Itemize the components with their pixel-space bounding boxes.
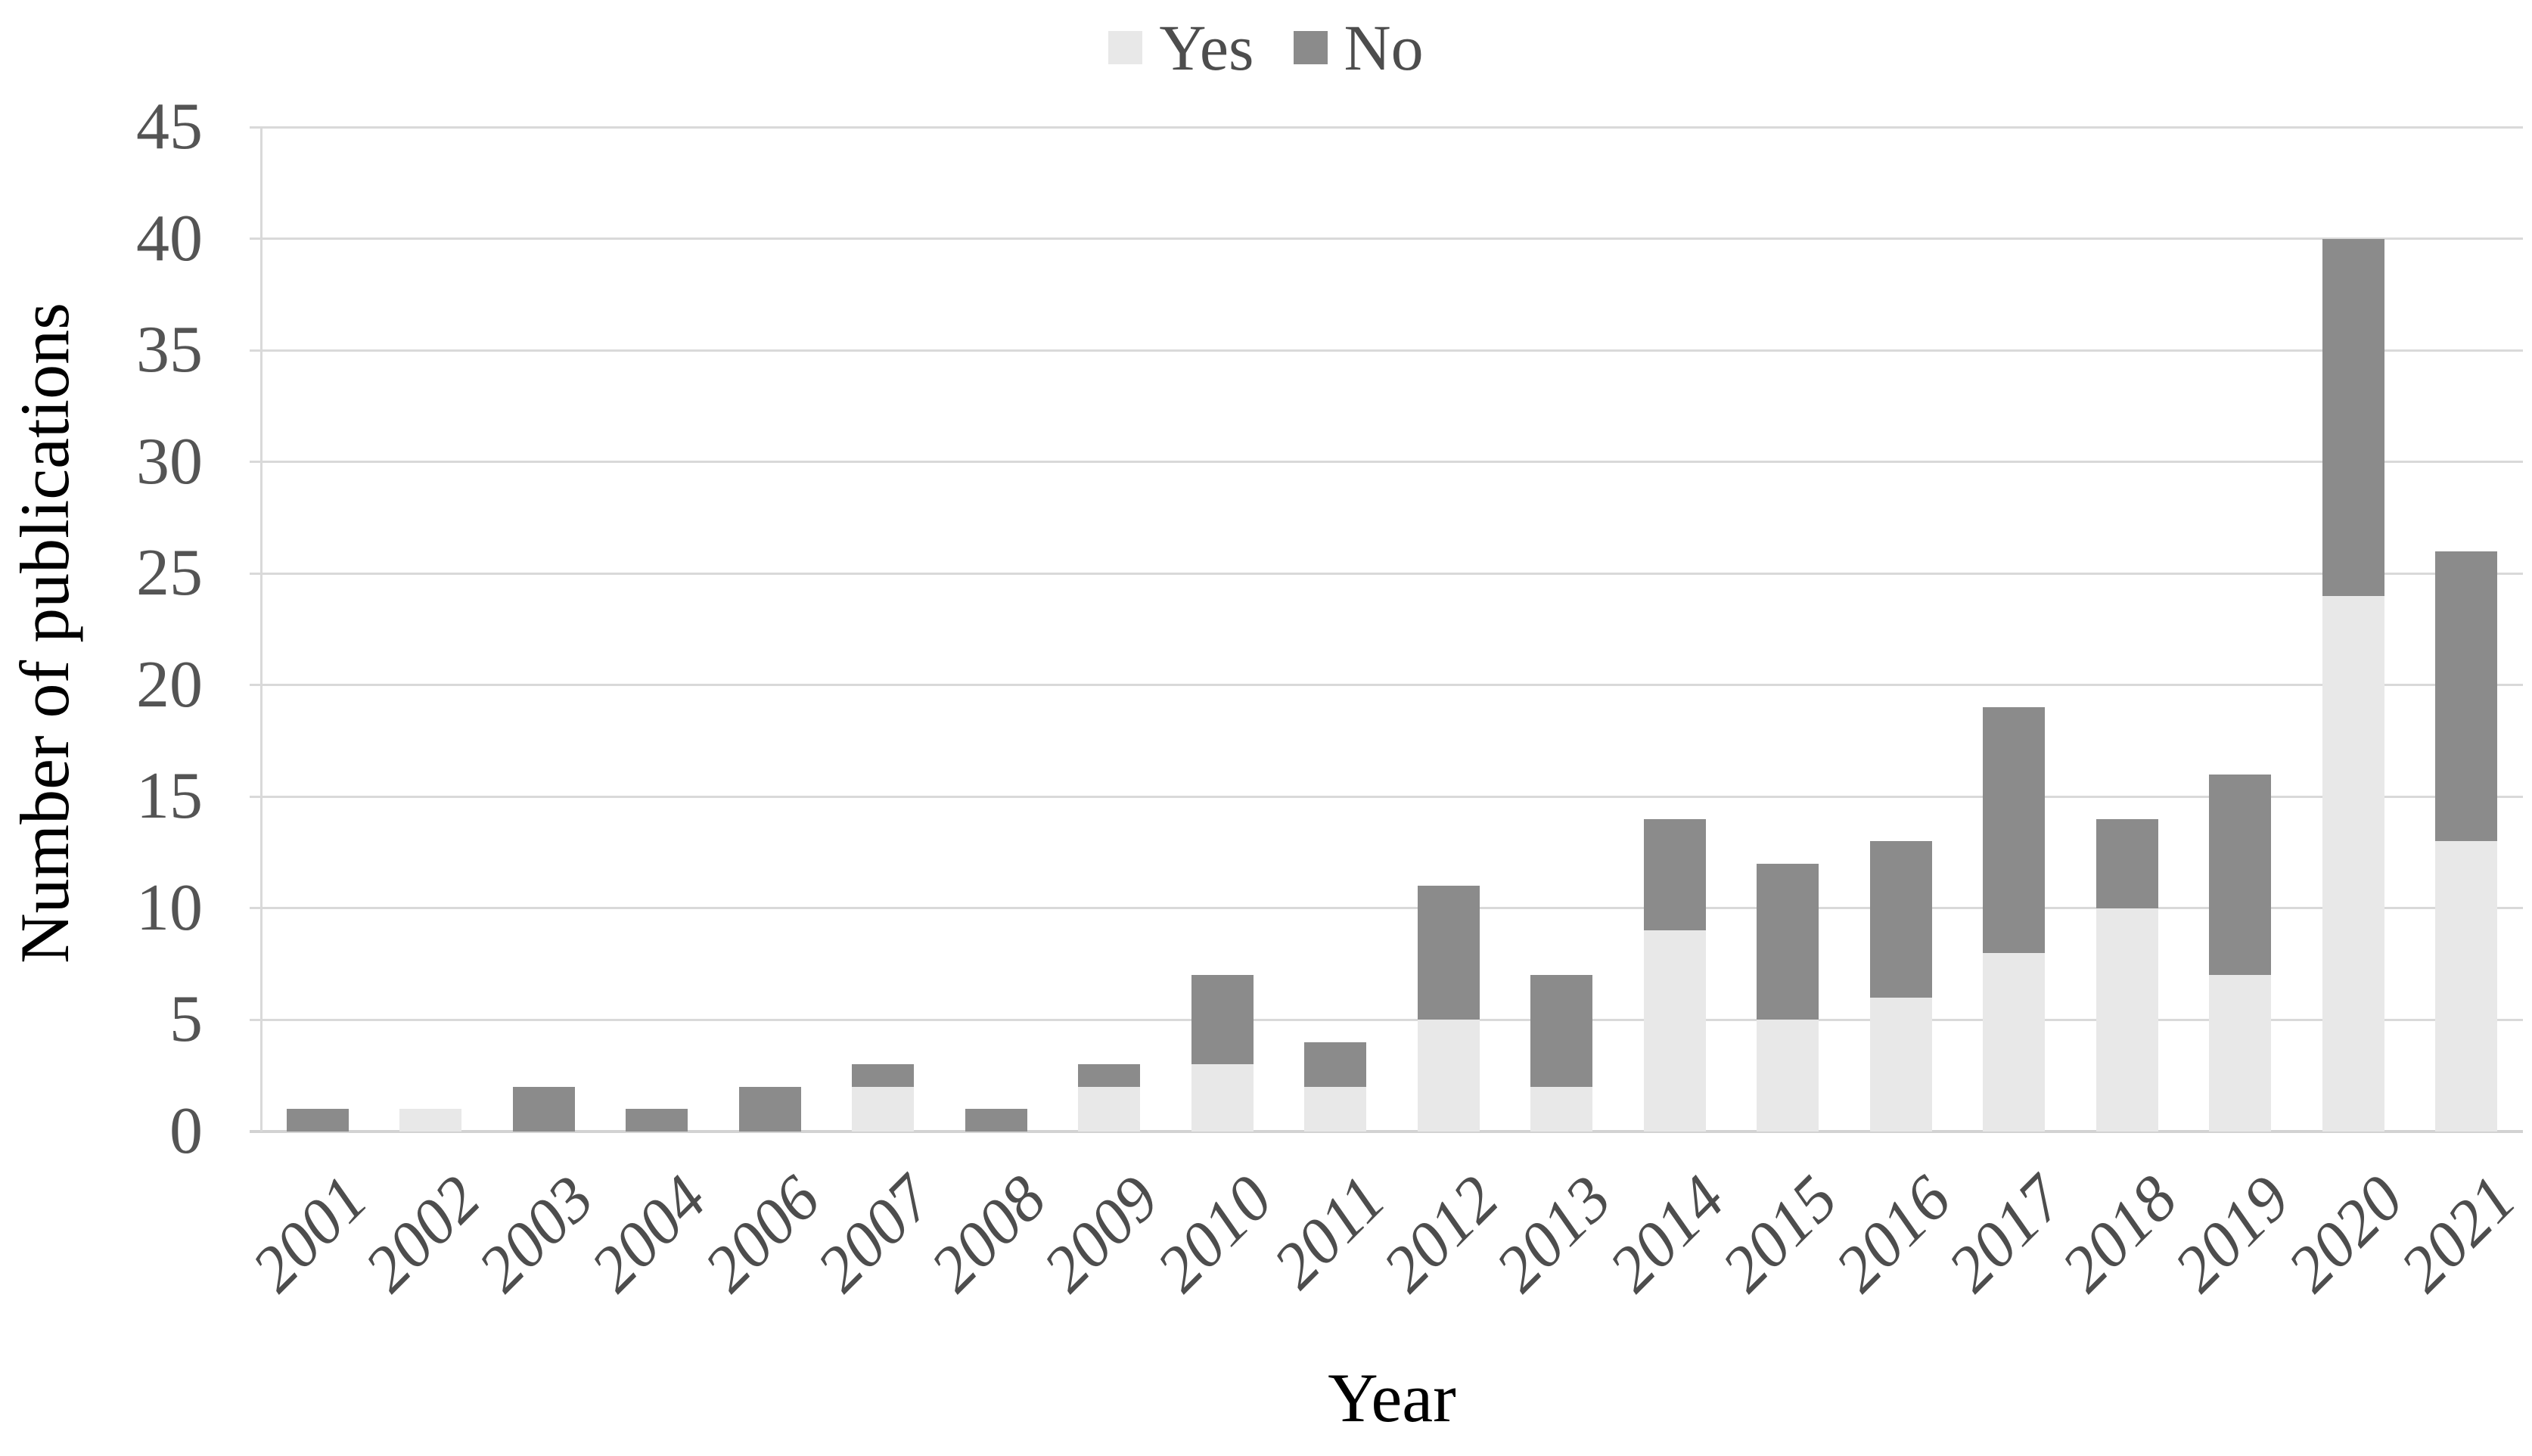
x-tick-label-2004: 2004	[576, 1161, 721, 1305]
gridline-20	[250, 684, 2523, 687]
bar-2014-no	[1643, 818, 1706, 931]
bar-2002-yes	[399, 1109, 462, 1132]
x-tick-label-2016: 2016	[1821, 1161, 1965, 1305]
bar-2006-no	[738, 1086, 801, 1132]
x-tick-label-2012: 2012	[1369, 1161, 1512, 1305]
x-tick-label-2017: 2017	[1934, 1161, 2078, 1305]
y-tick-label-0: 0	[169, 1094, 203, 1168]
bar-2021-no	[2435, 551, 2498, 842]
legend-swatch-yes-icon	[1108, 31, 1143, 64]
bar-2015-yes	[1757, 1020, 1819, 1132]
gridline-45	[250, 126, 2523, 129]
x-tick-label-2003: 2003	[464, 1161, 607, 1305]
bar-2019-no	[2209, 774, 2272, 976]
x-tick-label-2010: 2010	[1142, 1161, 1286, 1305]
bar-2001-no	[286, 1109, 349, 1132]
bar-2012-no	[1417, 886, 1480, 1020]
bar-2011-no	[1304, 1042, 1367, 1087]
bar-2009-no	[1078, 1064, 1141, 1087]
y-axis-line	[259, 127, 263, 1132]
bar-2007-yes	[852, 1086, 915, 1132]
legend: Yes No	[0, 14, 2532, 82]
gridline-25	[250, 572, 2523, 575]
x-tick-label-2014: 2014	[1595, 1161, 1738, 1305]
bar-2016-no	[1869, 841, 1932, 998]
bar-2016-yes	[1869, 997, 1932, 1132]
bar-2017-yes	[1983, 952, 2046, 1132]
y-tick-label-20: 20	[136, 647, 203, 722]
x-axis-title: Year	[1328, 1359, 1456, 1436]
gridline-40	[250, 237, 2523, 241]
y-tick-label-15: 15	[136, 759, 203, 834]
legend-item-yes: Yes	[1108, 14, 1254, 82]
x-tick-label-2018: 2018	[2047, 1161, 2191, 1305]
x-tick-label-2007: 2007	[803, 1161, 947, 1305]
bar-2020-yes	[2322, 595, 2384, 1132]
bar-2013-yes	[1530, 1086, 1593, 1132]
bar-2018-no	[2096, 818, 2158, 908]
bar-2013-no	[1530, 975, 1593, 1087]
y-tick-label-30: 30	[136, 424, 203, 498]
legend-label-no: No	[1344, 11, 1424, 84]
bar-2010-no	[1191, 975, 1254, 1065]
x-tick-label-2008: 2008	[916, 1161, 1060, 1305]
x-tick-label-2021: 2021	[2386, 1161, 2530, 1305]
gridline-5	[250, 1018, 2523, 1021]
x-tick-label-2001: 2001	[238, 1161, 381, 1305]
bar-2014-yes	[1643, 930, 1706, 1132]
bar-2019-yes	[2209, 975, 2272, 1132]
x-tick-label-2019: 2019	[2160, 1161, 2304, 1305]
y-tick-label-25: 25	[136, 536, 203, 610]
y-tick-label-10: 10	[136, 871, 203, 945]
bar-2003-no	[512, 1086, 575, 1132]
bar-2020-no	[2322, 238, 2384, 596]
x-tick-label-2009: 2009	[1029, 1161, 1173, 1305]
bar-2018-yes	[2096, 908, 2158, 1132]
gridline-10	[250, 907, 2523, 910]
bar-2015-no	[1757, 863, 1819, 1020]
y-tick-label-40: 40	[136, 201, 203, 275]
gridline-30	[250, 461, 2523, 464]
legend-swatch-no-icon	[1293, 31, 1328, 64]
y-tick-label-35: 35	[136, 313, 203, 387]
bar-2007-no	[852, 1064, 915, 1087]
x-tick-label-2002: 2002	[350, 1161, 495, 1305]
x-tick-label-2015: 2015	[1707, 1161, 1852, 1305]
x-axis-baseline	[250, 1130, 2523, 1133]
bar-2017-no	[1983, 707, 2046, 953]
x-tick-label-2013: 2013	[1481, 1161, 1626, 1305]
bar-2008-no	[965, 1109, 1027, 1132]
y-tick-label-45: 45	[136, 90, 203, 163]
legend-label-yes: Yes	[1159, 11, 1254, 84]
x-tick-label-2006: 2006	[690, 1161, 834, 1305]
bar-2010-yes	[1191, 1064, 1254, 1132]
gridline-15	[250, 795, 2523, 798]
gridline-35	[250, 349, 2523, 352]
bar-2004-no	[626, 1109, 688, 1132]
x-tick-label-2020: 2020	[2273, 1161, 2417, 1305]
legend-item-no: No	[1293, 11, 1424, 84]
bar-2012-yes	[1417, 1020, 1480, 1132]
bar-2011-yes	[1304, 1086, 1367, 1132]
bar-2009-yes	[1078, 1086, 1141, 1132]
x-tick-label-2011: 2011	[1259, 1161, 1400, 1302]
y-tick-label-5: 5	[169, 983, 203, 1057]
bar-2021-yes	[2435, 841, 2498, 1132]
